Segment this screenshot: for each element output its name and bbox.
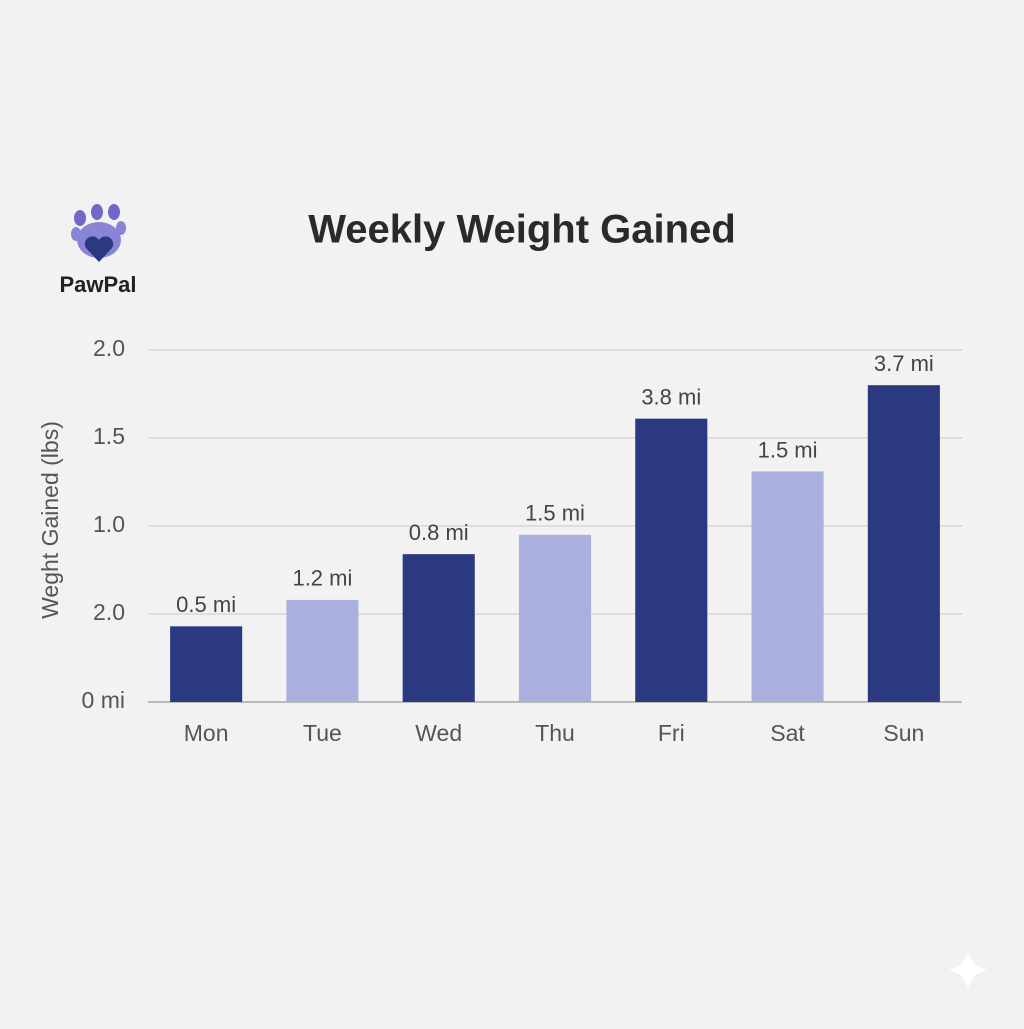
bar-annotation: 1.5 mi [758, 437, 818, 462]
logo [71, 204, 126, 262]
y-tick-label: 2.0 [93, 335, 125, 361]
brand-name: PawPal [59, 272, 136, 297]
bar [518, 534, 592, 702]
bar [635, 418, 708, 702]
x-tick-label: Sat [770, 720, 805, 746]
y-tick-label: 0 mi [82, 687, 125, 713]
y-tick-label: 2.0 [93, 599, 125, 625]
bar [867, 385, 940, 702]
x-tick-label: Fri [658, 720, 685, 746]
x-tick-label: Tue [303, 720, 342, 746]
chart-title: Weekly Weight Gained [308, 208, 736, 252]
bar-annotation: 1.5 mi [525, 501, 585, 526]
bar-annotation: 1.2 mi [292, 566, 352, 591]
y-tick-label: 1.0 [93, 511, 125, 537]
bar-annotation: 0.5 mi [176, 592, 236, 617]
sparkle-icon [948, 950, 988, 990]
bar [170, 626, 243, 702]
y-axis-label: Weght Gained (lbs) [37, 421, 63, 619]
bar [286, 599, 359, 702]
bar [402, 554, 475, 702]
y-tick-label: 1.5 [93, 423, 125, 449]
x-tick-label: Wed [415, 720, 462, 746]
x-tick-label: Sun [883, 720, 924, 746]
x-tick-label: Mon [184, 720, 229, 746]
bar-annotation: 0.8 mi [409, 520, 469, 545]
bar-annotation: 3.8 mi [641, 384, 701, 409]
bar [751, 471, 824, 702]
bar-annotation: 3.7 mi [874, 351, 934, 376]
x-tick-label: Thu [535, 720, 575, 746]
